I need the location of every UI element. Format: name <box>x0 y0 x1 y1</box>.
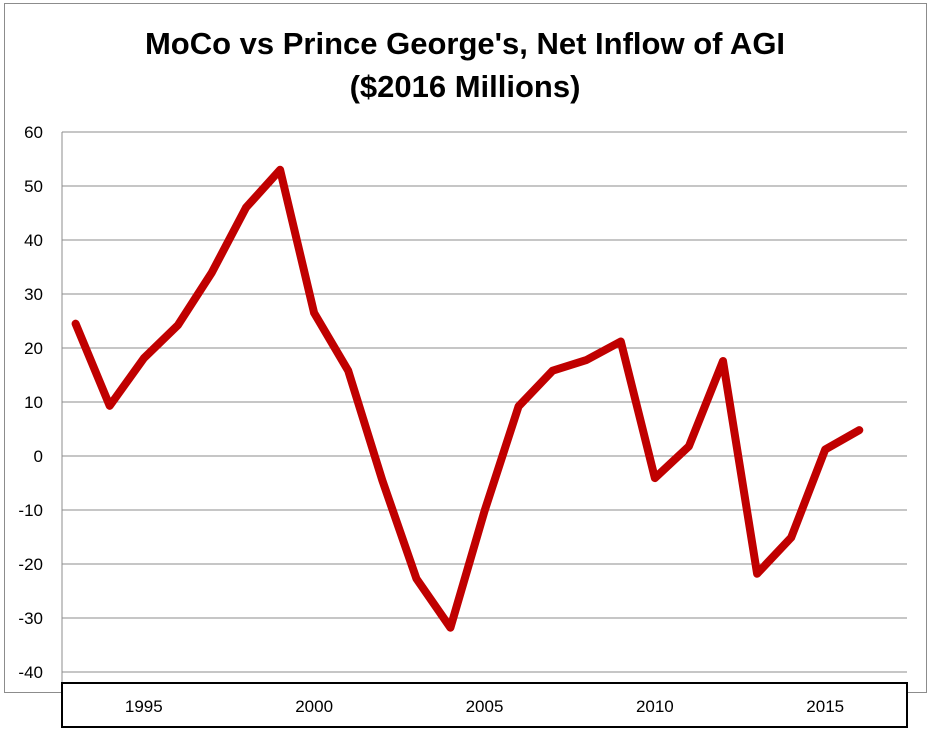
x-tick-label: 2010 <box>636 697 674 716</box>
series-layer <box>71 165 864 632</box>
x-tick-label: 1995 <box>125 697 163 716</box>
line-chart: MoCo vs Prince George's, Net Inflow of A… <box>18 26 908 728</box>
x-tick-label: 2000 <box>295 697 333 716</box>
x-axis-tick-labels: 1995 2000 2005 2010 2015 <box>125 697 844 716</box>
y-tick-label: -40 <box>18 663 43 682</box>
chart-subtitle: ($2016 Millions) <box>350 69 581 104</box>
series-line-0 <box>71 165 864 632</box>
y-tick-label: -10 <box>18 501 43 520</box>
y-tick-label: 50 <box>24 177 43 196</box>
y-tick-label: 20 <box>24 339 43 358</box>
y-tick-label: 40 <box>24 231 43 250</box>
y-tick-label: -20 <box>18 555 43 574</box>
chart-frame: MoCo vs Prince George's, Net Inflow of A… <box>4 3 927 728</box>
y-tick-label: 60 <box>24 123 43 142</box>
y-axis-tick-labels: 60 50 40 30 20 10 0 -10 -20 -30 -40 <box>18 123 43 682</box>
x-tick-label: 2005 <box>466 697 504 716</box>
gridlines <box>61 131 907 683</box>
x-axis-box <box>61 682 908 728</box>
y-tick-label: 30 <box>24 285 43 304</box>
y-tick-label: -30 <box>18 609 43 628</box>
x-tick-label: 2015 <box>806 697 844 716</box>
y-tick-label: 10 <box>24 393 43 412</box>
y-tick-label: 0 <box>34 447 43 466</box>
chart-title: MoCo vs Prince George's, Net Inflow of A… <box>145 26 785 61</box>
